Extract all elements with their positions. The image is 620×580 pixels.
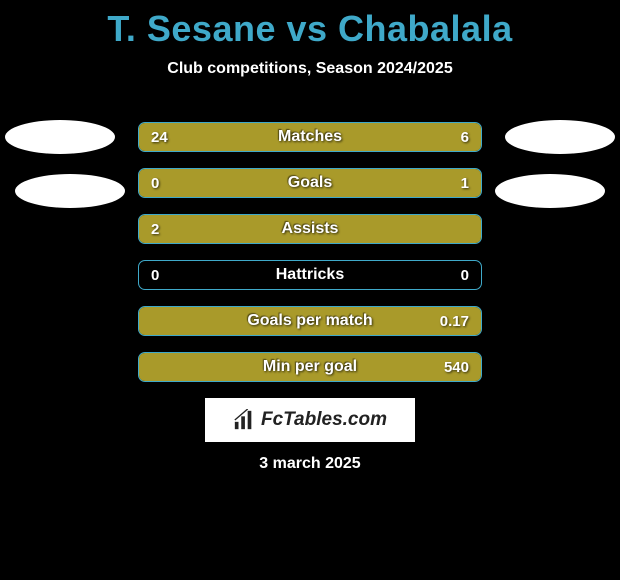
stat-row: 00Hattricks — [138, 260, 482, 290]
stat-row: 246Matches — [138, 122, 482, 152]
stat-label: Min per goal — [139, 353, 481, 381]
page-title: T. Sesane vs Chabalala — [0, 0, 620, 50]
stat-row: 01Goals — [138, 168, 482, 198]
player2-avatar-bottom — [495, 174, 605, 208]
stat-label: Goals per match — [139, 307, 481, 335]
stat-row: 2Assists — [138, 214, 482, 244]
stat-row: 0.17Goals per match — [138, 306, 482, 336]
player1-avatar-bottom — [15, 174, 125, 208]
source-logo: FcTables.com — [205, 398, 415, 442]
subtitle: Club competitions, Season 2024/2025 — [0, 60, 620, 78]
player2-avatar-top — [505, 120, 615, 154]
date-text: 3 march 2025 — [0, 455, 620, 473]
stat-label: Matches — [139, 123, 481, 151]
stat-label: Hattricks — [139, 261, 481, 289]
player1-avatar-top — [5, 120, 115, 154]
stat-row: 540Min per goal — [138, 352, 482, 382]
stat-label: Assists — [139, 215, 481, 243]
bar-chart-icon — [233, 409, 255, 431]
stat-label: Goals — [139, 169, 481, 197]
stats-chart: 246Matches 01Goals 2Assists 00Hattricks 0.17… — [138, 122, 482, 398]
logo-text: FcTables.com — [261, 409, 387, 431]
